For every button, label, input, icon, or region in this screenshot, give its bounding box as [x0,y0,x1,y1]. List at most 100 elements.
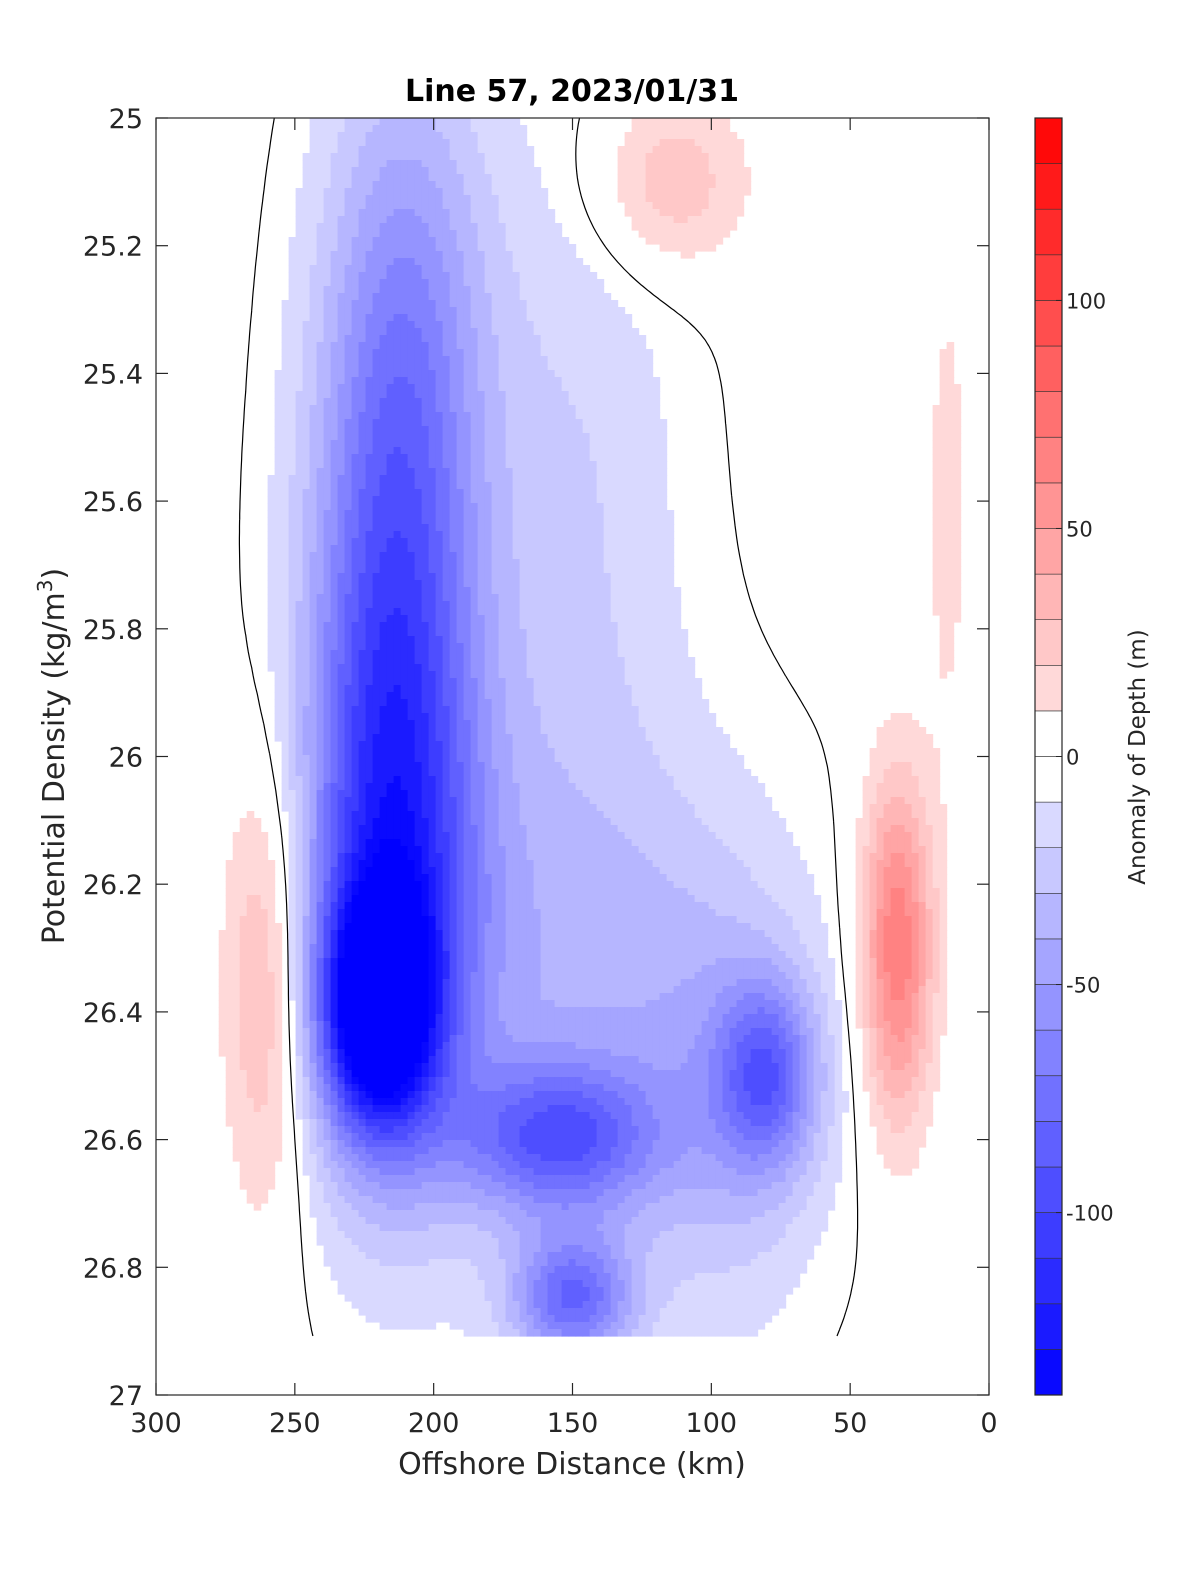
contour-cell [456,622,465,630]
contour-cell [659,181,668,189]
contour-cell [316,608,325,616]
contour-cell [498,727,507,735]
contour-cell [470,237,479,245]
contour-cell [932,475,941,483]
contour-cell [435,286,444,294]
contour-cell [470,202,479,210]
contour-cell [526,461,535,469]
contour-cell [645,622,654,630]
contour-cell [449,608,458,616]
contour-cell [477,223,486,231]
contour-cell [505,538,514,546]
contour-cell [722,146,731,154]
contour-cell [295,489,304,497]
contour-cell [897,713,906,721]
contour-cell [624,475,633,483]
contour-cell [281,545,290,553]
contour-cell [575,720,584,728]
contour-cell [568,419,577,427]
contour-cell [351,300,360,308]
contour-cell [512,503,521,511]
contour-cell [379,615,388,623]
contour-cell [372,566,381,574]
contour-cell [379,671,388,679]
contour-cell [603,664,612,672]
contour-cell [309,167,318,175]
contour-cell [533,503,542,511]
contour-cell [330,377,339,385]
contour-cell [547,209,556,217]
contour-cell [519,622,528,630]
contour-cell [715,188,724,196]
contour-cell [575,608,584,616]
contour-cell [547,405,556,413]
contour-cell [617,370,626,378]
contour-cell [575,517,584,525]
contour-cell [533,321,542,329]
contour-cell [463,174,472,182]
contour-cell [512,587,521,595]
contour-cell [386,692,395,700]
contour-cell [386,146,395,154]
contour-cell [379,125,388,133]
contour-cell [337,300,346,308]
contour-cell [659,678,668,686]
contour-cell [288,643,297,651]
contour-cell [400,552,409,560]
contour-cell [484,300,493,308]
contour-cell [288,300,297,308]
contour-cell [372,167,381,175]
contour-cell [400,566,409,574]
contour-cell [540,545,549,553]
contour-cell [533,482,542,490]
contour-cell [666,706,675,714]
contour-cell [414,384,423,392]
contour-cell [442,412,451,420]
contour-cell [344,244,353,252]
contour-cell [442,118,451,126]
contour-cell [638,664,647,672]
contour-cell [540,419,549,427]
contour-cell [274,503,283,511]
contour-cell [568,496,577,504]
contour-cell [435,419,444,427]
contour-cell [414,475,423,483]
contour-cell [631,475,640,483]
contour-cell [351,503,360,511]
contour-cell [645,118,654,126]
contour-cell [442,209,451,217]
contour-cell [561,664,570,672]
contour-cell [680,216,689,224]
contour-cell [393,321,402,329]
contour-cell [729,202,738,210]
contour-cell [379,566,388,574]
contour-cell [498,678,507,686]
contour-cell [358,664,367,672]
contour-cell [288,391,297,399]
contour-cell [498,237,507,245]
contour-cell [442,181,451,189]
contour-cell [652,636,661,644]
contour-cell [477,552,486,560]
contour-cell [610,517,619,525]
contour-cell [302,587,311,595]
contour-cell [309,321,318,329]
contour-cell [491,209,500,217]
contour-cell [351,321,360,329]
contour-cell [442,342,451,350]
contour-cell [589,657,598,665]
contour-cell [330,244,339,252]
contour-cell [533,594,542,602]
contour-cell [491,335,500,343]
contour-cell [701,139,710,147]
contour-cell [372,349,381,357]
contour-cell [505,545,514,553]
contour-cell [589,321,598,329]
contour-cell [519,699,528,707]
contour-cell [547,720,556,728]
contour-cell [407,545,416,553]
contour-cell [645,475,654,483]
contour-cell [673,118,682,126]
contour-cell [491,279,500,287]
contour-cell [890,720,899,728]
